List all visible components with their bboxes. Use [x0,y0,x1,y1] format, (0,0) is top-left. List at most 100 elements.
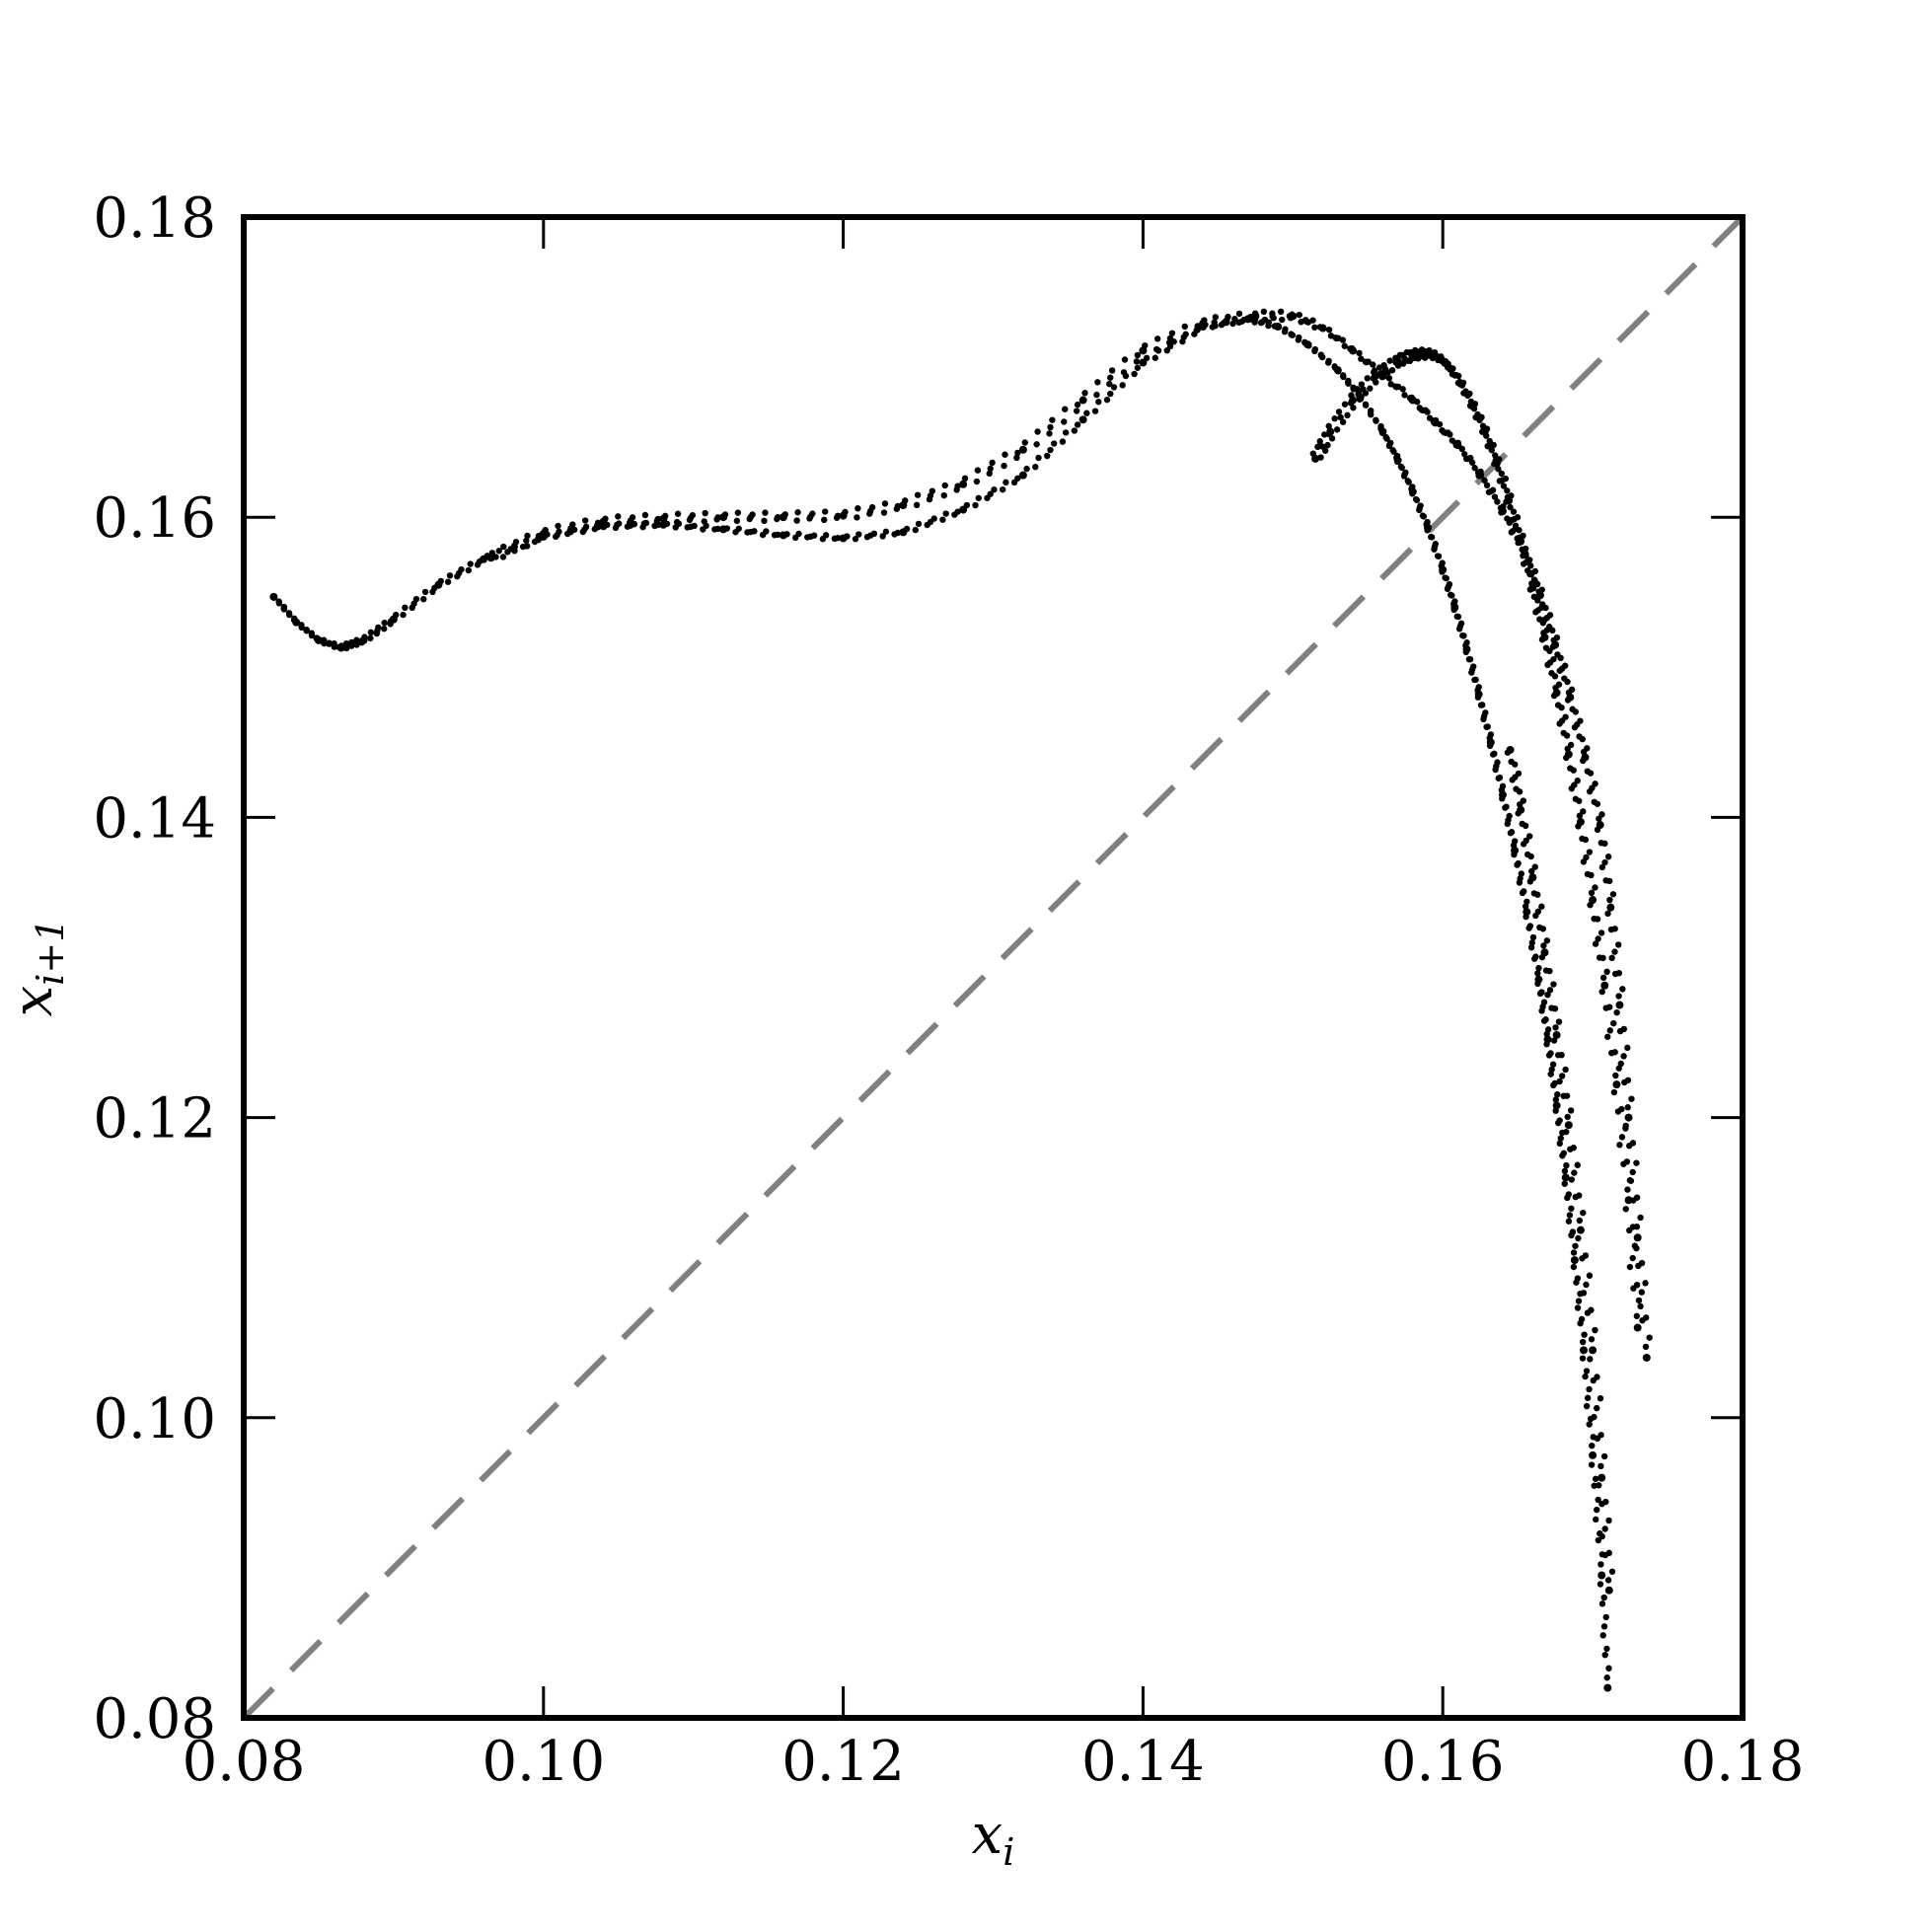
data-point [1568,784,1575,792]
y-tick-label: 0.14 [93,786,216,851]
data-point [879,533,886,540]
data-point [1592,1475,1599,1482]
data-point [343,644,350,652]
data-point [1559,1152,1566,1159]
data-point [1107,390,1114,398]
data-point [1458,382,1466,389]
data-point [939,516,946,523]
data-point [1592,884,1598,891]
data-point [1584,1394,1592,1401]
data-point [894,529,902,537]
data-point [511,544,519,551]
data-point [1599,1632,1606,1639]
data-point [1103,397,1111,404]
data-point [524,532,531,540]
data-point [1436,420,1444,428]
data-point [1576,812,1584,819]
data-point [1459,632,1466,639]
data-point [1325,357,1332,365]
data-point [1483,432,1490,439]
data-point [1527,943,1535,951]
data-point [1508,529,1515,536]
data-point [1598,929,1605,936]
data-point [1474,694,1482,701]
data-point [1503,498,1510,505]
data-point [1332,334,1339,341]
data-point [1583,1402,1591,1410]
data-point [1592,940,1599,947]
data-point [987,465,994,473]
data-point [1580,808,1587,815]
data-point [1452,442,1460,449]
data-point [1003,479,1009,486]
data-point [1599,974,1607,982]
data-point [834,535,842,542]
data-point [1418,407,1425,413]
x-tick-labels: 0.08 0.10 0.12 0.14 0.16 0.18 [183,1730,1805,1794]
data-point [446,572,454,579]
data-point [1561,1180,1568,1187]
data-point [1555,1018,1563,1025]
data-point [940,491,947,499]
data-point [467,560,474,567]
data-point [1348,346,1356,354]
data-point [1325,327,1333,334]
data-point [1074,421,1081,428]
data-point [1568,1231,1575,1239]
data-point [1583,1281,1590,1289]
data-point [1589,1346,1598,1355]
data-point [1121,356,1129,363]
data-point [1399,386,1406,393]
data-point [1566,1212,1574,1219]
data-point [1133,358,1141,365]
data-point [734,509,742,516]
data-point [1296,311,1302,319]
data-point [1560,1092,1567,1099]
data-point [963,501,971,509]
data-point [1317,454,1324,461]
data-point [1441,428,1448,436]
data-point [1626,1143,1633,1150]
data-point [775,531,781,539]
data-point [1550,1037,1558,1044]
data-point [614,521,621,529]
data-point [1388,366,1396,374]
data-point [465,566,473,574]
data-point [973,478,981,485]
data-point [1573,1279,1580,1286]
data-point [1567,1146,1574,1152]
data-point [1633,1159,1640,1166]
data-point [1458,445,1465,453]
data-point [400,611,407,619]
data-point [1628,1095,1635,1102]
data-point [1515,810,1522,817]
data-point [420,595,427,603]
data-point [1601,858,1608,866]
data-point [1627,1177,1635,1184]
data-point [1598,1473,1606,1482]
data-point [961,475,969,483]
data-point [1543,937,1551,944]
data-point [1598,1571,1606,1580]
data-point [1507,830,1515,837]
data-point [1081,390,1088,397]
data-point [775,514,781,521]
data-point [1582,1373,1589,1380]
data-point [1584,870,1592,878]
data-point [1484,442,1491,450]
data-point [822,508,829,515]
data-point [1513,785,1520,792]
data-point [1601,1551,1609,1559]
data-point [1318,324,1325,332]
data-point [1548,670,1555,677]
data-point [1587,901,1594,909]
data-point [1414,399,1421,406]
data-point [1358,355,1365,362]
data-point [1316,438,1323,445]
data-point [1424,527,1431,534]
data-point [1620,1160,1627,1167]
data-point [1544,661,1551,669]
data-point [1624,1196,1633,1205]
data-point [1339,372,1347,379]
data-point [1611,970,1619,978]
